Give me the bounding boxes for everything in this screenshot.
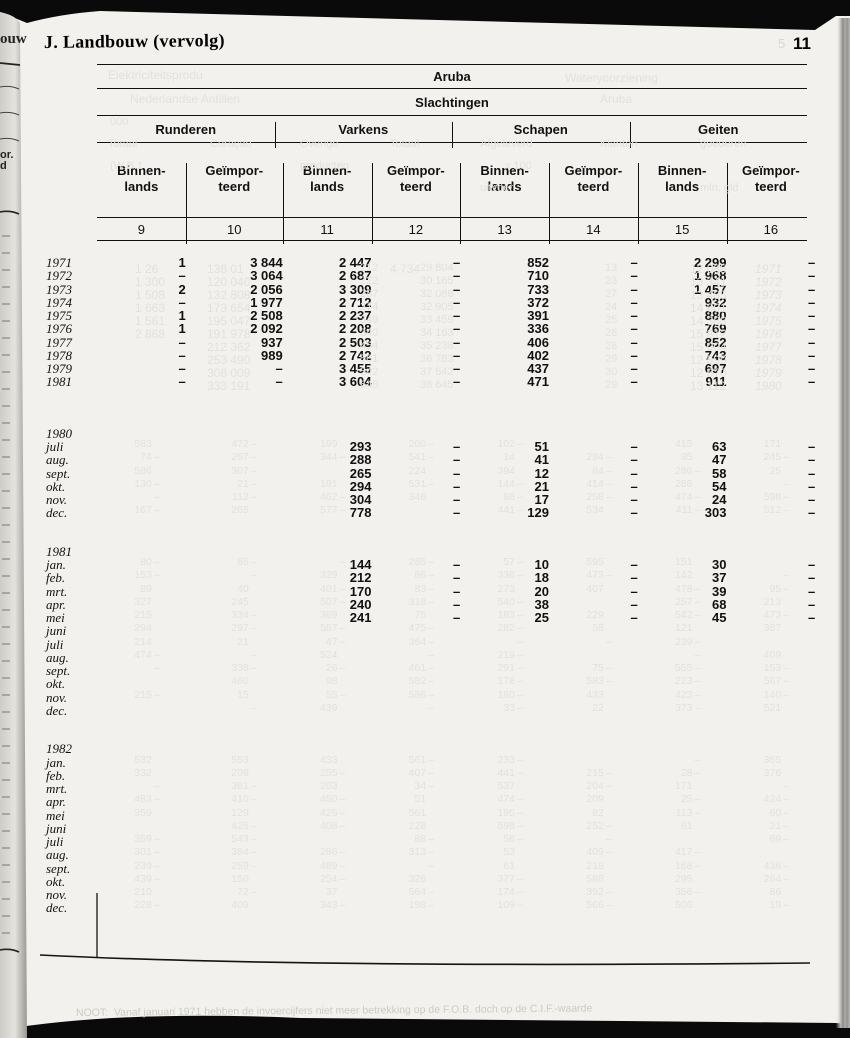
- svg-text:d: d: [0, 160, 7, 172]
- svg-text:ouw: ouw: [0, 31, 27, 47]
